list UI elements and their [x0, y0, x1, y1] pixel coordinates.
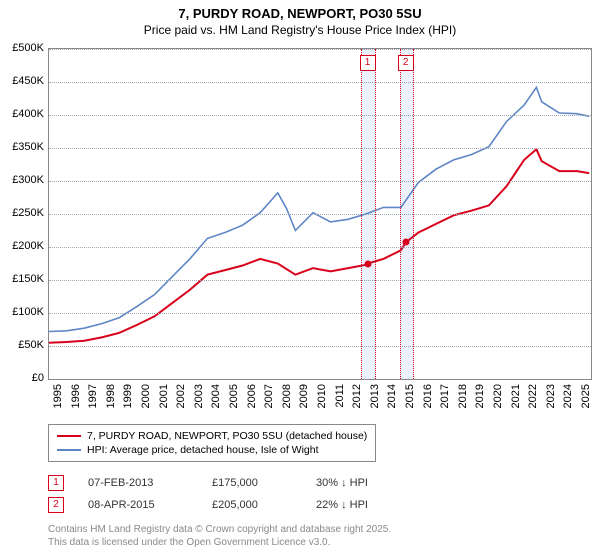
sale-marker-badge: 2: [398, 55, 414, 71]
sale-row: 1 07-FEB-2013 £175,000 30% ↓ HPI: [48, 472, 368, 494]
sale-price: £175,000: [212, 477, 292, 489]
x-tick-label: 2000: [140, 384, 152, 408]
y-tick-label: £350K: [0, 141, 44, 153]
grid-line: [49, 115, 591, 116]
legend-item: HPI: Average price, detached house, Isle…: [57, 443, 367, 457]
x-tick-label: 2003: [193, 384, 205, 408]
x-tick-label: 2025: [580, 384, 592, 408]
y-tick-label: £150K: [0, 273, 44, 285]
x-tick-label: 2017: [439, 384, 451, 408]
x-tick-label: 2015: [404, 384, 416, 408]
attribution: Contains HM Land Registry data © Crown c…: [48, 524, 391, 549]
sale-date: 08-APR-2015: [88, 499, 188, 511]
sale-hpi: 22% ↓ HPI: [316, 499, 368, 511]
x-tick-label: 2006: [246, 384, 258, 408]
x-tick-label: 2023: [545, 384, 557, 408]
x-tick-label: 1996: [70, 384, 82, 408]
sale-badge: 2: [48, 497, 64, 513]
plot-area: 12: [48, 48, 592, 380]
y-tick-label: £300K: [0, 174, 44, 186]
x-tick-label: 2005: [228, 384, 240, 408]
sales-table: 1 07-FEB-2013 £175,000 30% ↓ HPI 2 08-APR-201…: [48, 472, 368, 516]
x-tick-label: 2019: [474, 384, 486, 408]
y-tick-label: £500K: [0, 42, 44, 54]
x-tick-label: 2001: [158, 384, 170, 408]
x-tick-label: 2012: [351, 384, 363, 408]
legend-item: 7, PURDY ROAD, NEWPORT, PO30 5SU (detach…: [57, 429, 367, 443]
x-tick-label: 1995: [52, 384, 64, 408]
x-tick-label: 2011: [334, 384, 346, 408]
grid-line: [49, 181, 591, 182]
legend-label: HPI: Average price, detached house, Isle…: [87, 444, 319, 456]
chart-title: 7, PURDY ROAD, NEWPORT, PO30 5SU: [0, 0, 600, 21]
y-tick-label: £50K: [0, 339, 44, 351]
x-tick-label: 2004: [210, 384, 222, 408]
grid-line: [49, 214, 591, 215]
sale-hpi: 30% ↓ HPI: [316, 477, 368, 489]
x-tick-label: 2014: [386, 384, 398, 408]
y-tick-label: £450K: [0, 75, 44, 87]
x-tick-label: 2022: [527, 384, 539, 408]
x-tick-label: 2024: [562, 384, 574, 408]
sale-marker-dot: [402, 239, 409, 246]
sale-marker-band: [400, 49, 414, 379]
x-tick-label: 2002: [175, 384, 187, 408]
sale-marker-dot: [364, 260, 371, 267]
grid-line: [49, 82, 591, 83]
y-tick-label: £250K: [0, 207, 44, 219]
x-tick-label: 1999: [122, 384, 134, 408]
grid-line: [49, 280, 591, 281]
x-tick-label: 2008: [281, 384, 293, 408]
grid-line: [49, 247, 591, 248]
chart-subtitle: Price paid vs. HM Land Registry's House …: [0, 21, 600, 37]
x-tick-label: 2016: [422, 384, 434, 408]
x-tick-label: 2018: [457, 384, 469, 408]
y-tick-label: £400K: [0, 108, 44, 120]
attribution-line-1: Contains HM Land Registry data © Crown c…: [48, 524, 391, 537]
x-tick-label: 2020: [492, 384, 504, 408]
series-line: [49, 87, 589, 331]
x-tick-label: 2010: [316, 384, 328, 408]
x-tick-label: 2007: [263, 384, 275, 408]
x-tick-label: 2013: [369, 384, 381, 408]
sale-row: 2 08-APR-2015 £205,000 22% ↓ HPI: [48, 494, 368, 516]
y-tick-label: £0: [0, 372, 44, 384]
sale-badge: 1: [48, 475, 64, 491]
legend-swatch: [57, 435, 81, 437]
sale-marker-band: [361, 49, 375, 379]
x-tick-label: 1997: [87, 384, 99, 408]
attribution-line-2: This data is licensed under the Open Gov…: [48, 537, 391, 550]
grid-line: [49, 49, 591, 50]
sale-date: 07-FEB-2013: [88, 477, 188, 489]
grid-line: [49, 313, 591, 314]
legend-label: 7, PURDY ROAD, NEWPORT, PO30 5SU (detach…: [87, 430, 367, 442]
grid-line: [49, 346, 591, 347]
x-tick-label: 1998: [105, 384, 117, 408]
sale-marker-badge: 1: [360, 55, 376, 71]
sale-price: £205,000: [212, 499, 292, 511]
y-tick-label: £200K: [0, 240, 44, 252]
x-tick-label: 2021: [510, 384, 522, 408]
legend: 7, PURDY ROAD, NEWPORT, PO30 5SU (detach…: [48, 424, 376, 462]
grid-line: [49, 148, 591, 149]
x-tick-label: 2009: [298, 384, 310, 408]
y-tick-label: £100K: [0, 306, 44, 318]
chart-container: 7, PURDY ROAD, NEWPORT, PO30 5SU Price p…: [0, 0, 600, 560]
legend-swatch: [57, 449, 81, 451]
